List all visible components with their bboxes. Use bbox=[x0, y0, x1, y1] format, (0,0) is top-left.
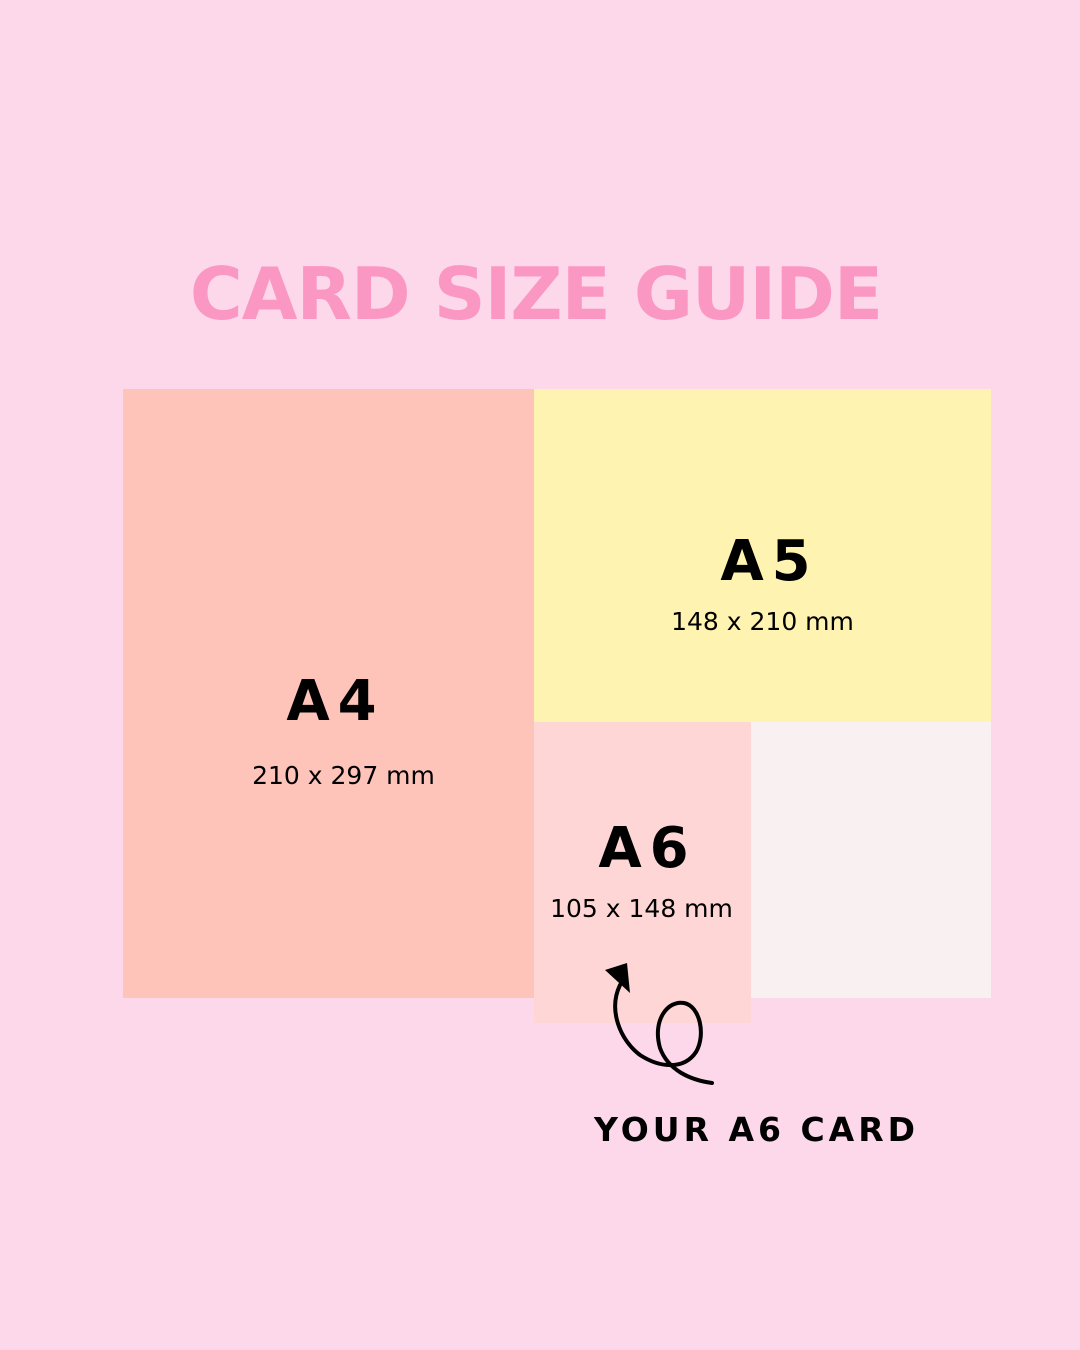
a4-card: A4 210 x 297 mm bbox=[123, 389, 534, 998]
a4-label: A4 bbox=[286, 669, 385, 734]
a6-card: A6 105 x 148 mm bbox=[534, 722, 751, 1023]
a6-label: A6 bbox=[598, 816, 697, 881]
page-title: CARD SIZE GUIDE bbox=[189, 252, 883, 336]
a5-label: A5 bbox=[720, 529, 819, 594]
a5-dimensions: 148 x 210 mm bbox=[671, 607, 854, 636]
a5-card: A5 148 x 210 mm bbox=[534, 389, 991, 722]
blank-area bbox=[751, 722, 991, 998]
your-card-caption: YOUR A6 CARD bbox=[594, 1110, 920, 1149]
a6-dimensions: 105 x 148 mm bbox=[550, 894, 733, 923]
a4-dimensions: 210 x 297 mm bbox=[252, 761, 435, 790]
